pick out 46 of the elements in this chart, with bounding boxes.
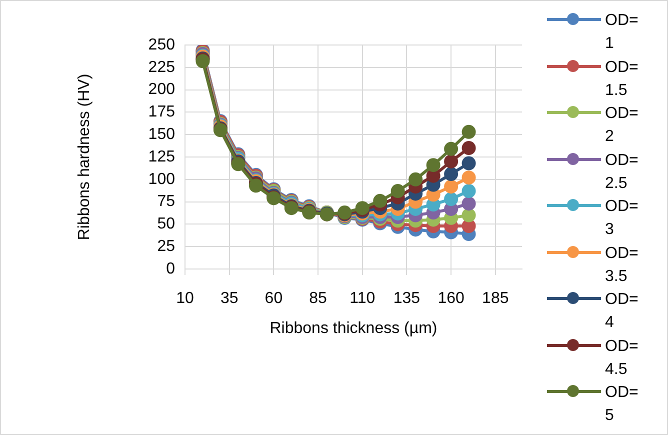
y-tick-label: 175 — [148, 104, 176, 121]
x-tick-label: 60 — [264, 290, 283, 308]
point — [426, 158, 440, 172]
point — [444, 192, 458, 206]
legend-label: OD= 1 — [605, 11, 639, 54]
x-tick-label: 185 — [482, 290, 509, 308]
y-tick-label: 225 — [148, 58, 176, 76]
legend-label: OD= 2.5 — [605, 150, 639, 194]
y-axis-title: Ribbons hardness (HV) — [76, 74, 94, 240]
point — [462, 196, 476, 211]
y-tick-label: 75 — [157, 193, 176, 210]
point — [462, 124, 476, 139]
x-tick-label: 35 — [220, 290, 238, 308]
point — [390, 184, 405, 198]
y-tick-label: 0 — [166, 260, 176, 278]
legend-label: OD= 4.5 — [605, 336, 639, 380]
point — [444, 154, 458, 168]
y-tick-label: 150 — [148, 126, 176, 144]
x-tick-label: 10 — [176, 290, 194, 308]
point — [462, 184, 476, 198]
legend-label: OD= 2 — [605, 104, 639, 147]
y-tick-label: 250 — [148, 36, 176, 54]
y-tick-label: 100 — [148, 170, 176, 188]
legend-label: OD= 4 — [605, 290, 639, 333]
point — [444, 142, 458, 156]
point — [462, 208, 476, 222]
x-tick-label: 85 — [309, 290, 328, 308]
x-axis-title: Ribbons thickness (µm) — [270, 320, 438, 337]
legend-label: OD= 5 — [605, 383, 639, 426]
legend-label: OD= 1.5 — [605, 58, 639, 100]
legend-label: OD= 3.5 — [605, 244, 639, 286]
x-tick-label: 160 — [438, 290, 464, 308]
x-tick-label: 135 — [393, 290, 420, 308]
point — [444, 180, 458, 194]
point — [462, 170, 476, 185]
point — [444, 167, 458, 182]
point — [373, 194, 388, 208]
y-tick-label: 125 — [148, 148, 176, 166]
y-tick-label: 50 — [157, 216, 176, 233]
y-tick-label: 200 — [148, 81, 176, 98]
point — [408, 172, 423, 186]
legend-label: OD= 3 — [605, 197, 639, 240]
point — [462, 156, 476, 170]
y-tick-label: 25 — [157, 238, 176, 256]
point — [462, 141, 476, 156]
x-tick-label: 110 — [350, 290, 376, 308]
